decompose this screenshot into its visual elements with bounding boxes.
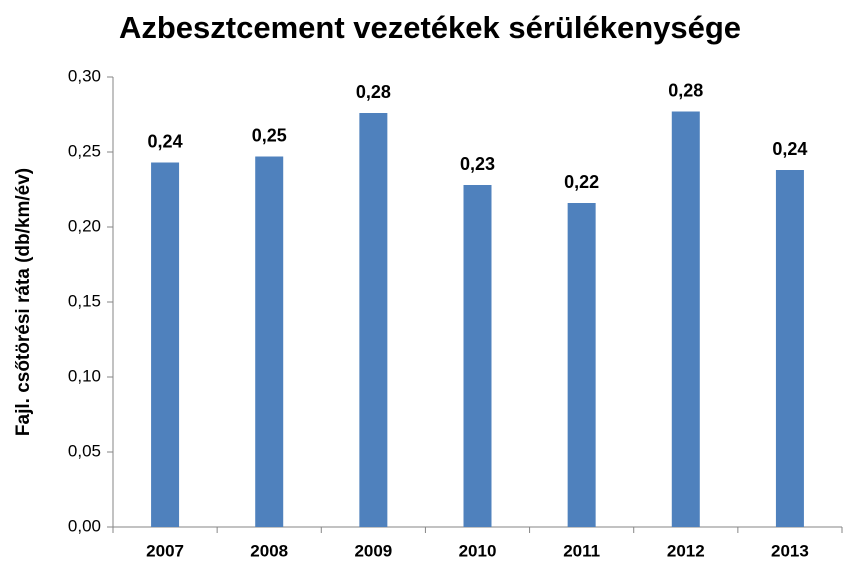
x-tick-label: 2008 [250, 541, 288, 560]
value-label: 0,23 [460, 154, 495, 174]
x-tick-label: 2007 [146, 541, 184, 560]
value-label: 0,28 [356, 82, 391, 102]
y-tick-label: 0,10 [68, 366, 101, 385]
bar [255, 156, 284, 527]
y-tick-label: 0,30 [68, 66, 101, 85]
x-tick-label: 2011 [563, 541, 600, 560]
y-tick-label: 0,05 [68, 441, 101, 460]
bar [671, 111, 700, 527]
bar [567, 203, 596, 527]
x-tick-label: 2012 [667, 541, 705, 560]
y-tick-label: 0,20 [68, 216, 101, 235]
value-label: 0,28 [668, 80, 703, 100]
x-tick-label: 2009 [354, 541, 392, 560]
y-tick-label: 0,25 [68, 141, 101, 160]
value-label: 0,24 [772, 139, 807, 159]
value-label: 0,24 [148, 131, 183, 151]
bar [775, 170, 804, 527]
bar [463, 185, 492, 527]
y-axis-label: Fajl. csőtörési ráta (db/km/év) [13, 168, 34, 436]
bar [151, 162, 180, 527]
bar [359, 113, 388, 527]
value-label: 0,22 [564, 172, 599, 192]
value-label: 0,25 [252, 125, 287, 145]
x-tick-label: 2010 [459, 541, 497, 560]
y-tick-label: 0,15 [68, 291, 101, 310]
y-tick-label: 0,00 [68, 516, 101, 535]
x-tick-label: 2013 [771, 541, 809, 560]
chart-title: Azbesztcement vezetékek sérülékenysége [119, 10, 741, 45]
